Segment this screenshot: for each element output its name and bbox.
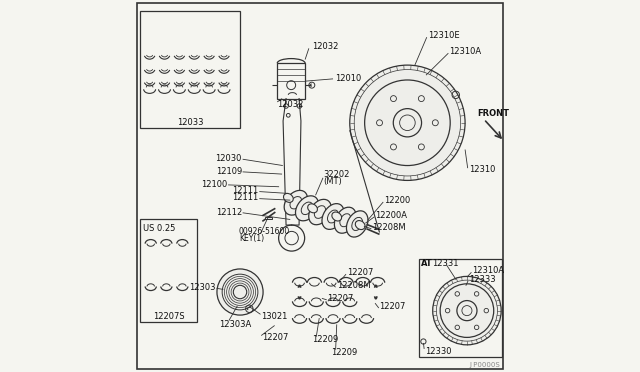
Text: 12207: 12207 xyxy=(328,294,354,303)
Text: 12033: 12033 xyxy=(177,118,204,127)
Text: 12200: 12200 xyxy=(384,196,410,205)
Bar xyxy=(419,259,502,357)
Text: 12111: 12111 xyxy=(232,193,259,202)
Circle shape xyxy=(349,65,465,180)
Text: 12310A: 12310A xyxy=(472,266,504,275)
Ellipse shape xyxy=(296,196,319,221)
Text: KEY(1): KEY(1) xyxy=(239,234,264,243)
Text: 12208M: 12208M xyxy=(372,223,406,232)
Ellipse shape xyxy=(308,204,317,213)
Text: 32202: 32202 xyxy=(324,170,350,179)
Text: 12209: 12209 xyxy=(331,348,357,357)
Ellipse shape xyxy=(355,221,365,230)
Text: 00926-51600: 00926-51600 xyxy=(239,227,290,236)
Bar xyxy=(277,63,305,99)
Text: 12207S: 12207S xyxy=(153,312,184,321)
Text: 12333: 12333 xyxy=(468,275,495,284)
Text: AT: AT xyxy=(421,259,433,268)
Text: 13021: 13021 xyxy=(261,312,287,321)
Circle shape xyxy=(222,274,258,310)
Ellipse shape xyxy=(284,193,293,202)
Text: (MT): (MT) xyxy=(324,177,342,186)
Text: 12207: 12207 xyxy=(262,333,289,342)
Text: 12207: 12207 xyxy=(347,268,374,277)
Bar xyxy=(265,217,271,219)
Ellipse shape xyxy=(284,190,307,215)
Text: 12209: 12209 xyxy=(312,335,339,344)
Text: 12303: 12303 xyxy=(189,283,216,292)
Circle shape xyxy=(217,269,263,315)
Circle shape xyxy=(433,276,501,345)
Ellipse shape xyxy=(308,199,332,225)
Text: 12303A: 12303A xyxy=(219,320,251,329)
Text: 12109: 12109 xyxy=(216,167,242,176)
Circle shape xyxy=(278,225,305,251)
Ellipse shape xyxy=(346,211,368,237)
Ellipse shape xyxy=(332,212,342,221)
Text: 12032: 12032 xyxy=(277,100,303,109)
Bar xyxy=(140,219,197,322)
Text: 12032: 12032 xyxy=(312,42,338,51)
Text: 12207: 12207 xyxy=(380,302,406,311)
Text: 12030: 12030 xyxy=(216,154,242,163)
Text: 12330: 12330 xyxy=(425,347,451,356)
Text: 12200A: 12200A xyxy=(375,211,407,220)
Text: 12112: 12112 xyxy=(216,208,242,217)
Ellipse shape xyxy=(322,203,344,230)
Text: FRONT: FRONT xyxy=(477,109,509,118)
Text: 12100: 12100 xyxy=(201,180,227,189)
Text: J P0000S: J P0000S xyxy=(470,362,500,368)
Text: US 0.25: US 0.25 xyxy=(143,224,175,233)
Bar xyxy=(140,11,240,128)
Text: 12111: 12111 xyxy=(232,186,259,195)
Text: 12010: 12010 xyxy=(335,74,361,83)
Text: 12310E: 12310E xyxy=(428,31,460,40)
Text: 12310: 12310 xyxy=(468,165,495,174)
Text: 12310A: 12310A xyxy=(449,47,481,56)
Text: 12208M: 12208M xyxy=(337,281,371,290)
Text: 12331: 12331 xyxy=(431,259,458,268)
Ellipse shape xyxy=(334,207,356,233)
